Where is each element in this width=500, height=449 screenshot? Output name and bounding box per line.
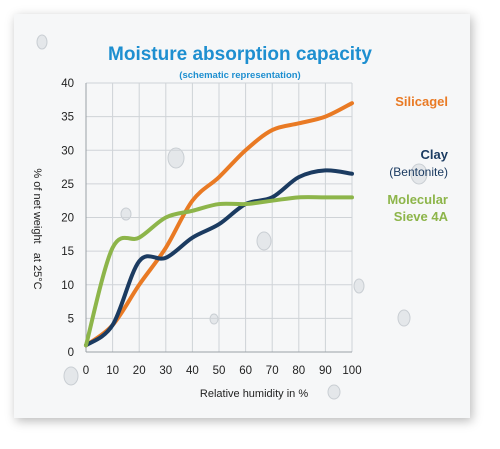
y-tick-label: 35: [61, 112, 74, 124]
y-tick-label: 10: [61, 280, 74, 292]
x-tick-label: 10: [106, 365, 119, 377]
legend-clay: Clay (Bentonite): [389, 147, 448, 179]
x-tick-label: 50: [213, 365, 226, 377]
line-chart: Moisture absorption capacity (schematic …: [31, 34, 449, 400]
series-line-silicagel: [84, 101, 354, 348]
grid: [85, 82, 353, 353]
y-tick-label: 40: [61, 78, 74, 90]
chart-title: Moisture absorption capacity: [108, 44, 372, 65]
x-tick-label: 40: [186, 365, 199, 377]
x-tick-label: 70: [266, 365, 279, 377]
x-tick-label: 90: [319, 365, 332, 377]
y-tick-label: 25: [61, 179, 74, 191]
chart-subtitle: (schematic representation): [179, 70, 300, 81]
legend-label-clay: Clay: [421, 147, 449, 162]
legend-silicagel: Silicagel: [395, 94, 448, 109]
series-line-clay: [84, 168, 354, 348]
raindrop-decoration: [36, 34, 428, 400]
y-tick-label: 5: [68, 313, 74, 325]
y-axis-label: % of net weight at 25°C: [31, 168, 43, 289]
chart-card: Moisture absorption capacity (schematic …: [14, 14, 470, 418]
x-tick-label: 30: [159, 365, 172, 377]
legend-label-silicagel: Silicagel: [395, 94, 448, 109]
y-tick-label: 30: [61, 145, 74, 157]
x-tick-label: 60: [239, 365, 252, 377]
y-tick-label: 15: [61, 246, 74, 258]
x-tick-label: 80: [292, 365, 305, 377]
x-tick-label: 20: [133, 365, 146, 377]
legend-label-molecular-line2: Sieve 4A: [394, 209, 449, 224]
x-axis-ticks: 0 10 20 30 40 50 60 70 80 90 100: [83, 365, 362, 377]
legend-label-molecular: Molecular: [387, 192, 448, 207]
legend-label-clay-line2: (Bentonite): [389, 165, 448, 179]
x-tick-label: 100: [342, 365, 361, 377]
series-lines: [84, 101, 354, 348]
series-line-molecular: [84, 195, 354, 348]
y-tick-label: 0: [68, 347, 74, 359]
x-axis-label: Relative humidity in %: [200, 388, 308, 400]
y-axis-ticks: 0 5 10 15 20 25 30 35 40: [61, 78, 74, 359]
legend-molecular-sieve: Molecular Sieve 4A: [387, 192, 448, 224]
y-tick-label: 20: [61, 213, 74, 225]
x-tick-label: 0: [83, 365, 89, 377]
